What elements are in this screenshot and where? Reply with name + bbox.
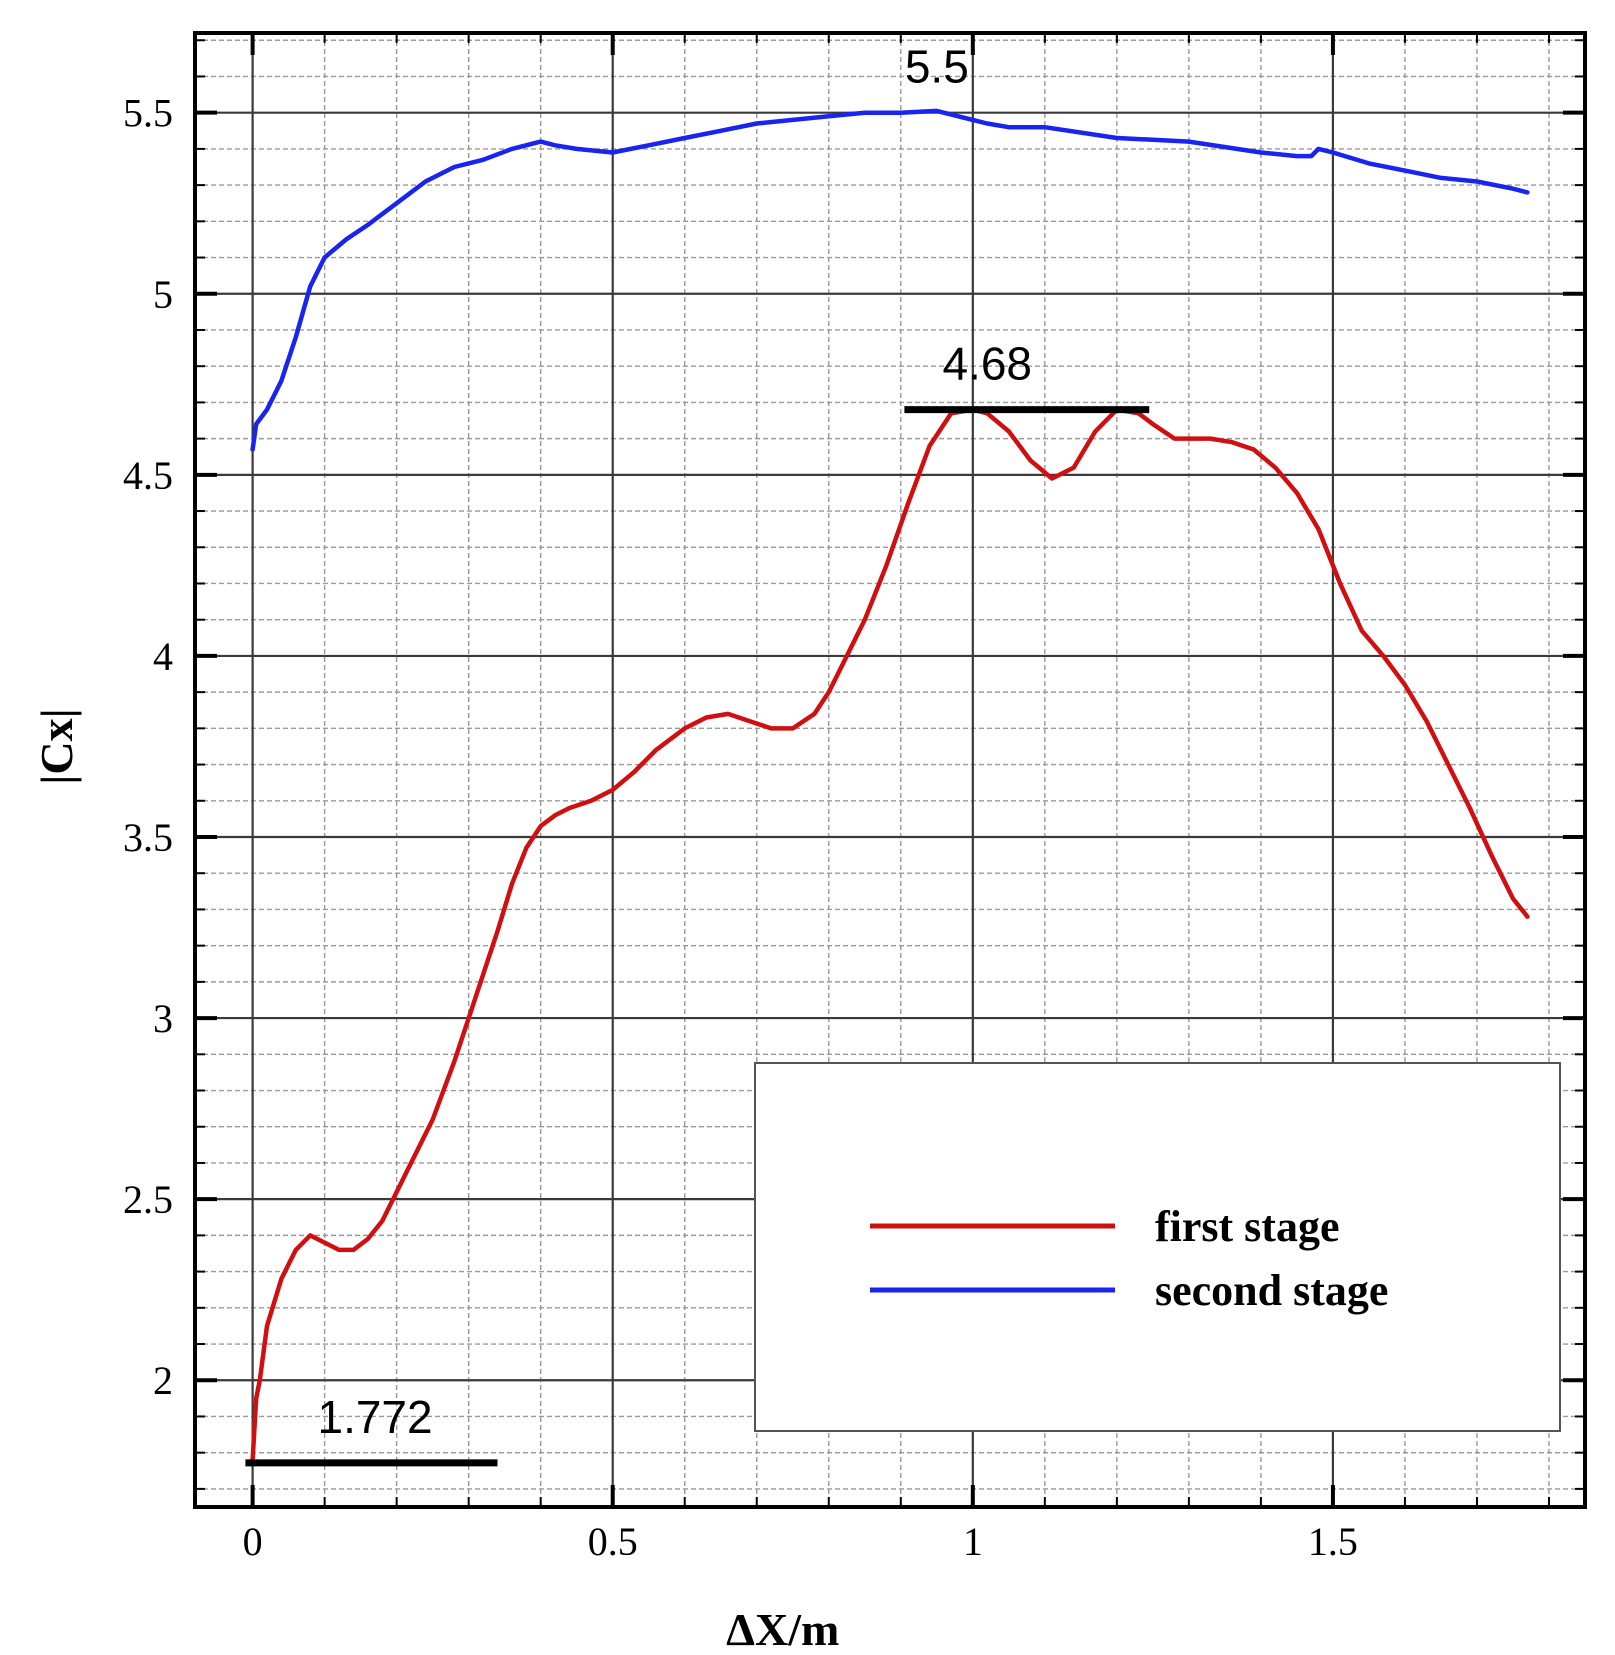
axis-ticks: 0 0.5 1 1.5 2 2.5 3 3.5 4 4.5 5 5.5 <box>123 33 1585 1564</box>
x-axis-title: ΔX/m <box>726 1604 839 1655</box>
legend-label: first stage <box>1155 1202 1340 1251</box>
y-tick-label: 2 <box>153 1358 173 1403</box>
y-tick-label: 5 <box>153 272 173 317</box>
plot-border <box>193 31 1587 1509</box>
x-tick-label: 1 <box>963 1519 983 1564</box>
y-tick-label: 3 <box>153 996 173 1041</box>
annotations: 5.5 4.68 1.772 <box>245 41 1150 1467</box>
y-tick-label: 4.5 <box>123 453 173 498</box>
annotation-label: 4.68 <box>942 338 1032 390</box>
plot-frame <box>193 31 1587 1509</box>
x-tick-label: 0 <box>243 1519 263 1564</box>
series-lines <box>250 108 1530 1463</box>
series-line-first-stage <box>250 407 1530 1463</box>
y-tick-label: 5.5 <box>123 91 173 136</box>
y-axis-title: |Cx| <box>31 708 82 784</box>
x-tick-label: 0.5 <box>588 1519 638 1564</box>
y-tick-label: 3.5 <box>123 815 173 860</box>
x-tick-label: 1.5 <box>1308 1519 1358 1564</box>
annotation-label: 5.5 <box>905 41 969 93</box>
y-tick-label: 4 <box>153 634 173 679</box>
series-line-second-stage <box>250 108 1530 452</box>
annotation-label: 1.772 <box>317 1391 432 1443</box>
legend-box <box>754 1062 1561 1432</box>
legend: first stage second stage <box>754 1062 1561 1432</box>
legend-label: second stage <box>1155 1266 1388 1315</box>
y-tick-label: 2.5 <box>123 1177 173 1222</box>
